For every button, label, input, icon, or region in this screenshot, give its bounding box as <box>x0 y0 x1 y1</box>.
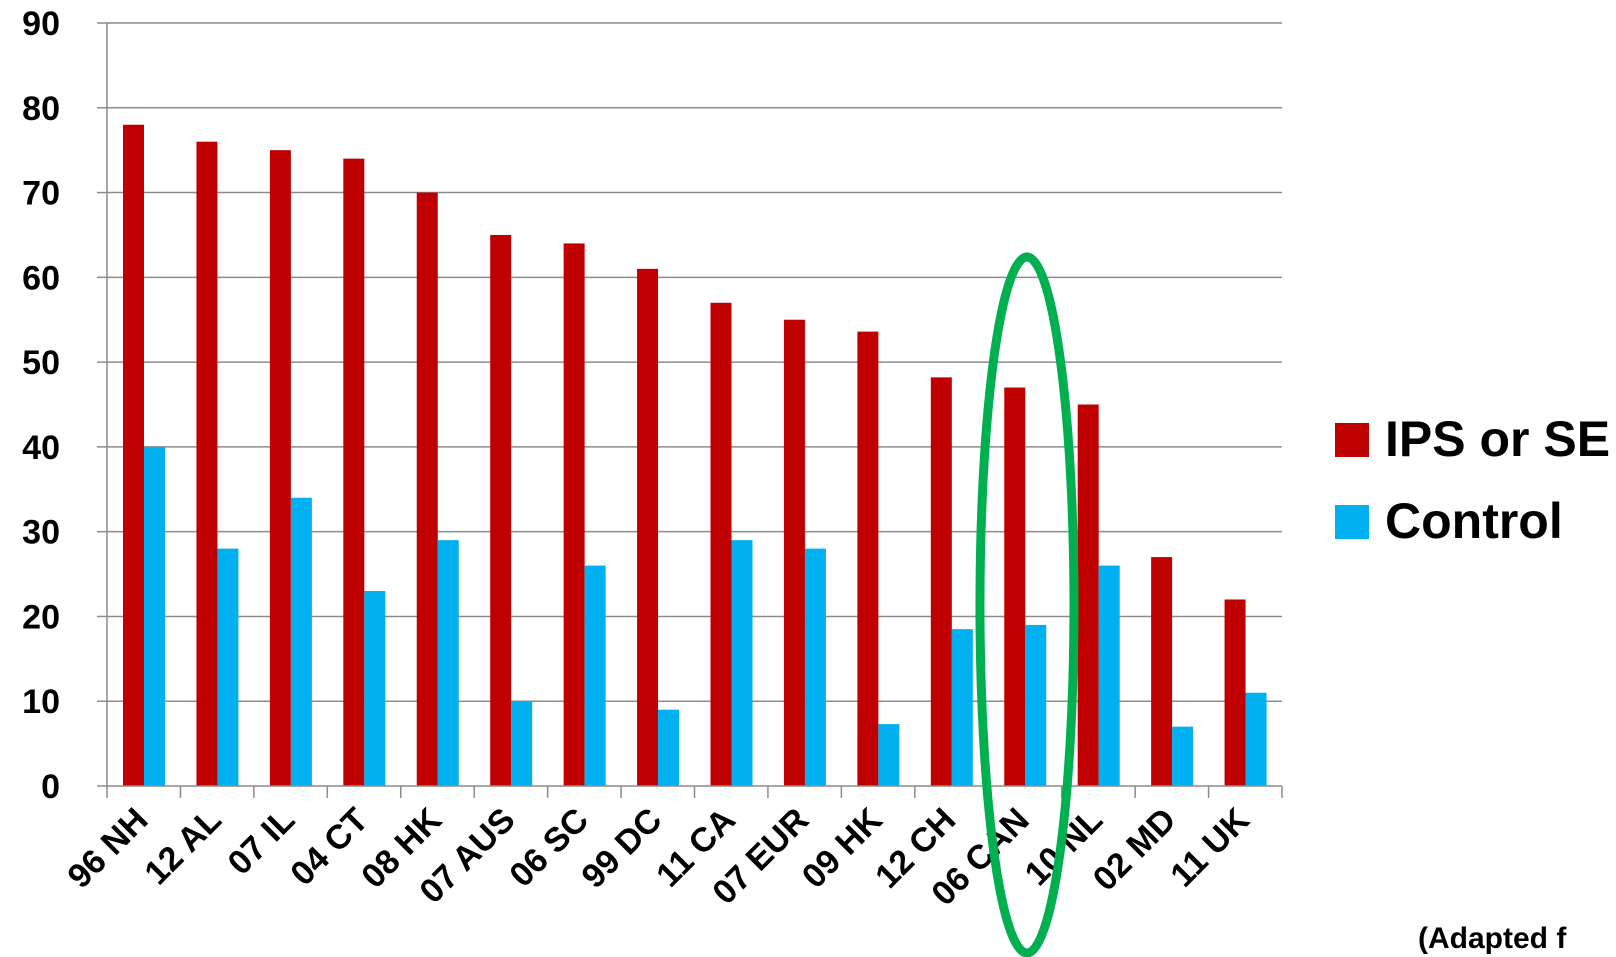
y-tick-label: 90 <box>22 5 60 43</box>
bar-control-11-uk <box>1245 692 1267 786</box>
bar-control-10-nl <box>1098 565 1120 786</box>
legend-swatch <box>1335 423 1369 457</box>
y-tick-label: 10 <box>22 683 60 721</box>
bar-ips-or-se-10-nl <box>1077 404 1099 786</box>
bar-ips-or-se-12-al <box>196 141 218 786</box>
bar-ips-or-se-07-eur <box>783 319 805 786</box>
legend-label: IPS or SE <box>1385 411 1610 467</box>
bar-control-07-eur <box>804 548 826 786</box>
bar-control-12-ch <box>951 629 973 786</box>
bar-ips-or-se-06-can <box>1004 387 1026 786</box>
bar-ips-or-se-06-sc <box>563 243 585 786</box>
bar-ips-or-se-07-il <box>269 150 291 786</box>
y-tick-label: 40 <box>22 429 60 467</box>
x-tick-label: 11 UK <box>1163 800 1257 894</box>
bar-control-96-nh <box>144 446 165 786</box>
bar-control-07-aus <box>511 701 533 786</box>
y-tick-label: 70 <box>22 175 60 213</box>
x-tick-label: 96 NH <box>60 801 155 896</box>
bar-ips-or-se-09-hk <box>857 331 879 786</box>
bar-ips-or-se-11-uk <box>1224 599 1246 786</box>
bar-ips-or-se-96-nh <box>123 124 144 786</box>
bars <box>123 124 1267 787</box>
legend-label: Control <box>1385 493 1563 549</box>
bar-control-04-ct <box>364 591 386 786</box>
y-tick-label: 60 <box>22 259 60 297</box>
bar-control-12-al <box>217 548 239 786</box>
x-tick-label: 02 MD <box>1086 801 1184 899</box>
y-tick-label: 30 <box>22 514 60 552</box>
legend-swatch <box>1335 505 1369 539</box>
bar-control-02-md <box>1172 726 1194 786</box>
bar-ips-or-se-07-aus <box>490 234 512 786</box>
bar-control-11-ca <box>731 540 753 786</box>
bar-ips-or-se-02-md <box>1151 557 1173 786</box>
bar-control-06-can <box>1025 624 1047 786</box>
x-tick-label: 12 AL <box>137 801 228 892</box>
y-tick-label: 50 <box>22 344 60 382</box>
legend: IPS or SE Control <box>1335 411 1610 549</box>
bar-control-06-sc <box>584 565 606 786</box>
axes <box>97 22 1283 798</box>
bar-control-99-dc <box>658 709 680 786</box>
bar-control-07-il <box>290 497 312 786</box>
x-tick-label: 04 CT <box>283 801 376 894</box>
bar-ips-or-se-12-ch <box>930 377 952 786</box>
y-tick-labels: 0 10 20 30 40 50 60 70 80 90 <box>22 5 60 806</box>
highlight-ellipse <box>975 252 1079 957</box>
y-tick-label: 80 <box>22 90 60 128</box>
x-tick-label: 09 HK <box>795 800 890 895</box>
x-tick-label: 99 DC <box>574 801 669 896</box>
bar-control-09-hk <box>878 724 900 786</box>
y-tick-label: 20 <box>22 598 60 636</box>
bar-control-08-hk <box>437 540 459 786</box>
y-tick-label: 0 <box>41 768 60 806</box>
bar-ips-or-se-08-hk <box>416 192 438 787</box>
bar-ips-or-se-99-dc <box>637 268 659 786</box>
source-note: (Adapted f <box>1418 922 1567 955</box>
bar-ips-or-se-11-ca <box>710 302 732 786</box>
x-tick-label: 06 SC <box>502 801 596 895</box>
highlight-layer <box>975 252 1079 957</box>
bar-ips-or-se-04-ct <box>343 158 365 787</box>
